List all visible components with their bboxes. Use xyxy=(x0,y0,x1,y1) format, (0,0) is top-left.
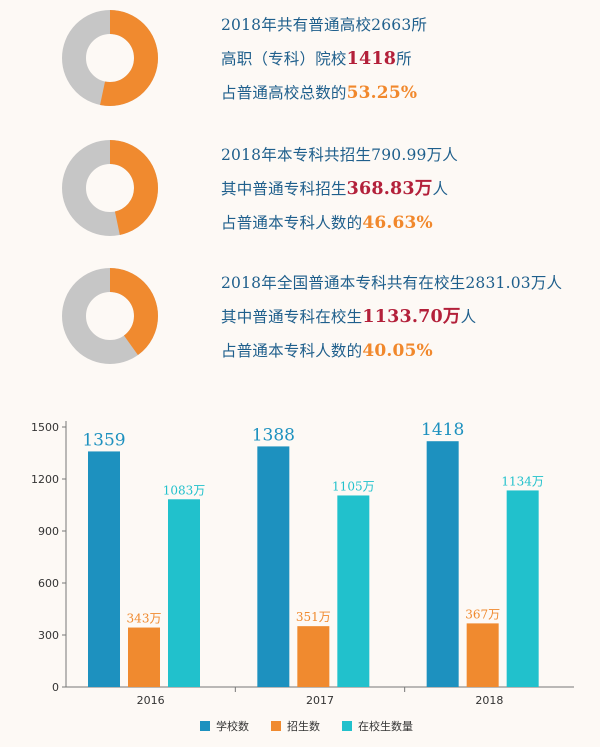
stat-line-pct: 占普通本专科人数的46.63% xyxy=(221,206,458,240)
legend-label: 在校生数量 xyxy=(358,720,413,733)
stat-line-pct-label: 占普通高校总数的 xyxy=(221,84,347,102)
chart-labels: 1359 343万 1083万 2016 1388 351万 1105万 2017 1418 36… xyxy=(82,420,544,707)
legend-label: 学校数 xyxy=(216,720,249,733)
legend-swatch xyxy=(271,721,281,731)
stat-line-pct-label: 占普通本专科人数的 xyxy=(221,342,363,360)
y-tick-label: 1500 xyxy=(31,421,59,434)
legend-label: 招生数 xyxy=(287,720,320,733)
stat-row-1: 2018年共有普通高校2663所 高职（专科）院校1418所 占普通高校总数的5… xyxy=(0,0,600,130)
stat-line-pct: 占普通本专科人数的40.05% xyxy=(221,334,562,368)
legend-item-enroll: 招生数 xyxy=(271,718,320,734)
bar-value-label: 1083万 xyxy=(163,483,206,497)
ring-share xyxy=(62,268,158,364)
legend-item-students: 在校生数量 xyxy=(342,718,413,734)
bar xyxy=(257,446,290,687)
stat-row-3: 2018年全国普通本专科共有在校生2831.03万人 其中普通专科在校生1133… xyxy=(0,258,600,388)
stat-line-sub-label: 高职（专科）院校 xyxy=(221,50,347,68)
stat-line-total-text: 2018年共有普通高校2663所 xyxy=(221,16,428,34)
ring-share xyxy=(62,140,158,236)
stat-text: 2018年本专科共招生790.99万人 其中普通专科招生368.83万人 占普通… xyxy=(221,138,458,240)
x-tick-label: 2017 xyxy=(306,694,334,707)
stat-line-sub: 其中普通专科招生368.83万人 xyxy=(221,172,458,206)
ring-share xyxy=(62,10,158,106)
bar xyxy=(88,451,120,687)
stat-line-total: 2018年共有普通高校2663所 xyxy=(221,8,427,42)
stat-text: 2018年全国普通本专科共有在校生2831.03万人 其中普通专科在校生1133… xyxy=(221,266,562,368)
donut-ring xyxy=(62,268,158,364)
bar-value-label: 367万 xyxy=(465,607,500,621)
stat-line-sub-number: 1418 xyxy=(346,49,397,69)
bar-value-label: 343万 xyxy=(127,612,162,626)
y-tick-label: 0 xyxy=(52,681,59,694)
bar-value-label: 1105万 xyxy=(332,479,375,493)
y-tick-label: 1200 xyxy=(31,473,59,486)
bar xyxy=(426,441,459,687)
stat-line-sub-number: 368.83万 xyxy=(346,179,433,199)
stat-line-sub-label: 其中普通专科招生 xyxy=(221,180,347,198)
stat-line-sub: 其中普通专科在校生1133.70万人 xyxy=(221,300,562,334)
stat-text: 2018年共有普通高校2663所 高职（专科）院校1418所 占普通高校总数的5… xyxy=(221,8,427,110)
bar-chart: 0 300 600 900 1200 1500 1359 343万 1083万 2016 1388… xyxy=(31,420,574,707)
stat-line-pct-value: 40.05% xyxy=(362,341,433,361)
bar xyxy=(168,499,200,687)
stat-line-pct-value: 46.63% xyxy=(362,213,433,233)
x-tick-label: 2016 xyxy=(137,694,165,707)
stat-line-sub-label: 其中普通专科在校生 xyxy=(221,308,363,326)
stat-line-pct: 占普通高校总数的53.25% xyxy=(221,76,427,110)
chart-bars xyxy=(88,441,539,687)
donut-ring xyxy=(62,10,158,106)
stat-line-sub-unit: 所 xyxy=(396,50,412,68)
legend-swatch xyxy=(342,721,352,731)
x-tick-label: 2018 xyxy=(475,694,503,707)
donut-ring xyxy=(62,140,158,236)
chart-legend: 学校数 招生数 在校生数量 xyxy=(200,718,413,734)
bar-value-label: 1388 xyxy=(252,425,295,445)
legend-swatch xyxy=(200,721,210,731)
legend-item-school: 学校数 xyxy=(200,718,249,734)
stat-line-sub-unit: 人 xyxy=(432,180,449,198)
bar xyxy=(297,626,330,687)
bar-value-label: 351万 xyxy=(296,610,331,624)
stat-line-total-text: 2018年全国普通本专科共有在校生2831.03万人 xyxy=(221,274,563,292)
y-tick-label: 600 xyxy=(38,577,59,590)
stat-line-sub: 高职（专科）院校1418所 xyxy=(221,42,427,76)
stat-line-total-text: 2018年本专科共招生790.99万人 xyxy=(221,146,458,164)
stat-line-pct-label: 占普通本专科人数的 xyxy=(221,214,363,232)
y-tick-label: 300 xyxy=(38,629,59,642)
chart-axes: 0 300 600 900 1200 1500 xyxy=(31,421,574,694)
bar xyxy=(337,495,370,687)
stat-line-pct-value: 53.25% xyxy=(346,83,418,103)
bar xyxy=(466,623,499,687)
stat-line-total: 2018年本专科共招生790.99万人 xyxy=(221,138,458,172)
stat-line-sub-unit: 人 xyxy=(460,308,477,326)
stat-row-2: 2018年本专科共招生790.99万人 其中普通专科招生368.83万人 占普通… xyxy=(0,130,600,260)
y-tick-label: 900 xyxy=(38,525,59,538)
stat-line-total: 2018年全国普通本专科共有在校生2831.03万人 xyxy=(221,266,562,300)
stat-line-sub-number: 1133.70万 xyxy=(362,307,461,327)
bar xyxy=(128,627,160,687)
bar-value-label: 1359 xyxy=(82,430,125,450)
bar-value-label: 1134万 xyxy=(501,474,544,488)
bar-value-label: 1418 xyxy=(421,420,464,440)
bar xyxy=(506,490,539,687)
